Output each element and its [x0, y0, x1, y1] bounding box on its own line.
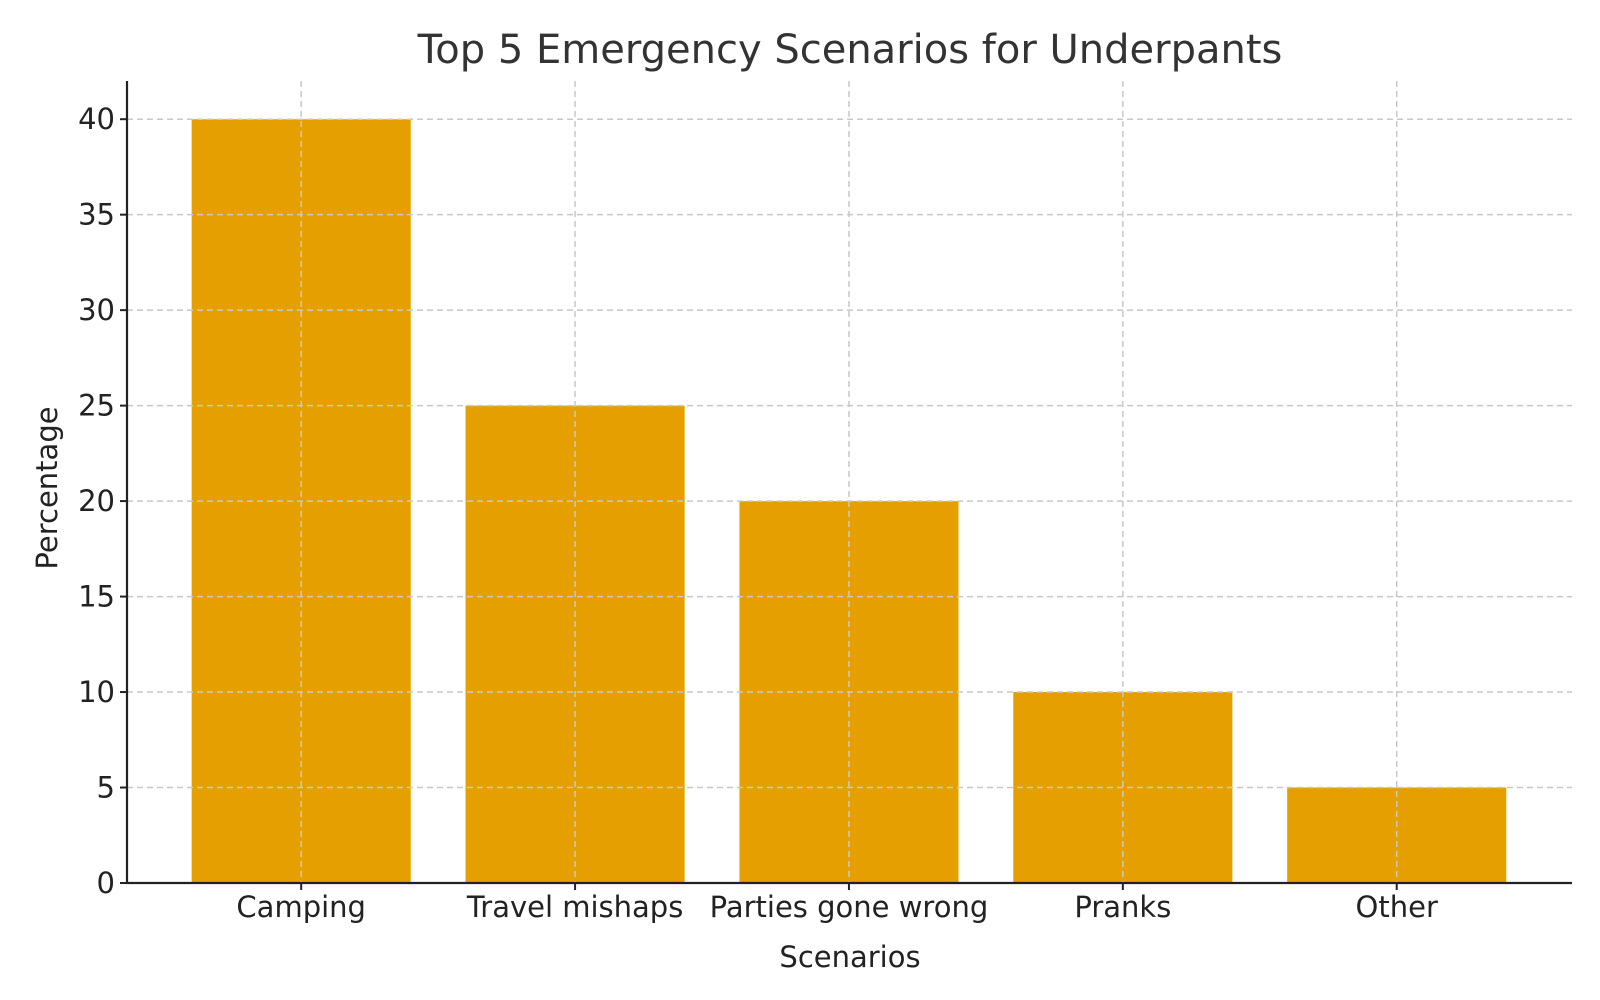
grid [127, 81, 1572, 883]
y-axis-label: Percentage [30, 406, 64, 569]
y-tick-label: 20 [78, 484, 115, 518]
axes: Camping Travel mishaps Parties gone wrong P… [78, 81, 1572, 924]
chart-title: Top 5 Emergency Scenarios for Underpants [417, 27, 1283, 73]
y-tick-label: 25 [78, 389, 115, 423]
x-tick-label: Travel mishaps [466, 890, 684, 924]
x-tick-label: Camping [236, 890, 366, 924]
y-tick-label: 30 [78, 293, 115, 327]
y-tick-label: 35 [78, 198, 115, 232]
y-tick-label: 15 [78, 580, 115, 614]
y-tick-label: 0 [97, 866, 115, 900]
y-tick-label: 10 [78, 675, 115, 709]
x-tick-label: Other [1356, 890, 1438, 924]
x-tick-label: Parties gone wrong [710, 890, 989, 924]
x-tick-label: Pranks [1074, 890, 1171, 924]
y-tick-label: 40 [78, 102, 115, 136]
x-axis-label: Scenarios [779, 940, 920, 974]
y-tick-label: 5 [97, 771, 115, 805]
